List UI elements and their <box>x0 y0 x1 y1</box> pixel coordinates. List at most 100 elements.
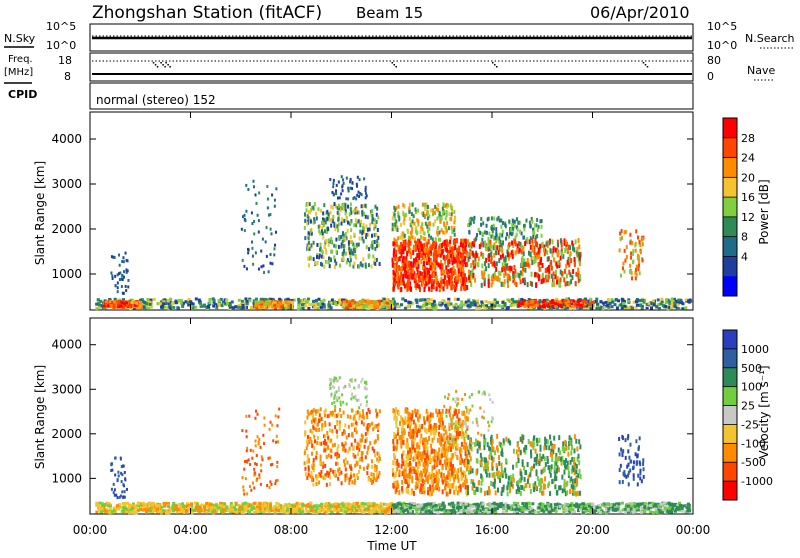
data-cell <box>308 236 310 240</box>
data-cell <box>258 219 260 222</box>
data-cell <box>635 229 637 233</box>
data-cell <box>250 306 253 309</box>
data-cell <box>521 249 523 254</box>
data-cell <box>316 243 318 247</box>
data-cell <box>400 223 402 227</box>
data-cell <box>186 301 189 304</box>
data-cell <box>274 205 276 208</box>
data-cell <box>358 195 360 198</box>
data-cell <box>411 234 413 238</box>
data-cell <box>574 257 576 262</box>
data-cell <box>427 229 429 233</box>
data-cell <box>521 245 523 250</box>
data-cell <box>463 277 465 282</box>
data-cell <box>530 224 532 228</box>
data-cell <box>464 239 466 244</box>
data-cell <box>567 300 570 303</box>
data-cell <box>433 307 436 310</box>
data-cell <box>502 507 505 510</box>
data-cell <box>368 255 370 259</box>
data-cell <box>468 270 470 275</box>
data-cell <box>536 234 538 238</box>
data-cell <box>350 202 352 206</box>
data-cell <box>454 245 456 250</box>
data-cell <box>405 213 407 217</box>
data-cell <box>315 504 318 507</box>
data-cell <box>463 303 466 306</box>
data-cell <box>411 227 413 231</box>
data-cell <box>400 303 403 306</box>
data-cell <box>429 222 431 226</box>
data-cell <box>473 216 475 220</box>
data-cell <box>638 263 640 267</box>
data-cell <box>505 255 507 260</box>
data-cell <box>382 301 385 304</box>
data-cell <box>427 300 430 303</box>
data-cell <box>275 231 277 234</box>
data-cell <box>503 266 505 271</box>
data-cell <box>433 257 435 262</box>
data-cell <box>551 274 553 279</box>
data-cell <box>559 304 562 307</box>
data-cell <box>543 278 545 283</box>
data-cell <box>460 286 462 291</box>
data-cell <box>330 306 333 309</box>
data-cell <box>277 503 280 506</box>
data-cell <box>541 509 544 512</box>
nave-label: Nave <box>747 64 775 77</box>
data-cell <box>396 257 398 262</box>
data-cell <box>113 509 116 512</box>
data-cell <box>403 217 405 221</box>
data-cell <box>456 275 458 280</box>
data-cell <box>271 193 273 196</box>
data-cell <box>374 506 377 509</box>
data-cell <box>404 241 406 246</box>
data-cell <box>455 303 458 306</box>
data-cell <box>252 180 254 183</box>
data-cell <box>407 230 409 234</box>
data-cell <box>401 233 403 237</box>
data-cell <box>424 271 426 276</box>
data-cell <box>323 218 325 222</box>
data-cell <box>250 505 253 508</box>
data-cell <box>562 508 565 511</box>
data-cell <box>361 505 364 508</box>
data-cell <box>643 506 646 509</box>
data-cell <box>333 179 335 182</box>
data-cell <box>273 304 276 307</box>
data-cell <box>433 242 435 247</box>
data-cell <box>443 255 445 260</box>
data-cell <box>297 307 300 310</box>
data-cell <box>440 280 442 285</box>
data-cell <box>443 286 445 291</box>
data-cell <box>258 268 260 271</box>
data-cell <box>448 503 451 506</box>
data-cell <box>348 240 350 244</box>
data-cell <box>566 273 568 278</box>
data-cell <box>251 247 253 250</box>
data-cell <box>418 271 420 276</box>
data-cell <box>355 218 357 222</box>
data-cell <box>356 194 358 197</box>
data-cell <box>428 287 430 292</box>
data-cell <box>352 502 355 505</box>
data-cell <box>635 276 637 280</box>
data-cell <box>473 300 476 303</box>
data-cell <box>394 208 396 212</box>
data-cell <box>404 259 406 264</box>
data-cell <box>374 262 376 266</box>
data-cell <box>231 300 234 303</box>
data-cell <box>400 272 402 277</box>
data-cell <box>273 253 275 256</box>
freq-panel <box>90 53 693 81</box>
data-cell <box>348 189 350 192</box>
data-cell <box>486 245 488 250</box>
data-cell <box>535 283 537 288</box>
data-cell <box>378 504 381 507</box>
data-cell <box>307 257 309 261</box>
data-cell <box>439 263 441 268</box>
data-cell <box>675 508 678 511</box>
data-cell <box>410 231 412 235</box>
data-cell <box>565 240 567 245</box>
data-cell <box>536 218 538 222</box>
